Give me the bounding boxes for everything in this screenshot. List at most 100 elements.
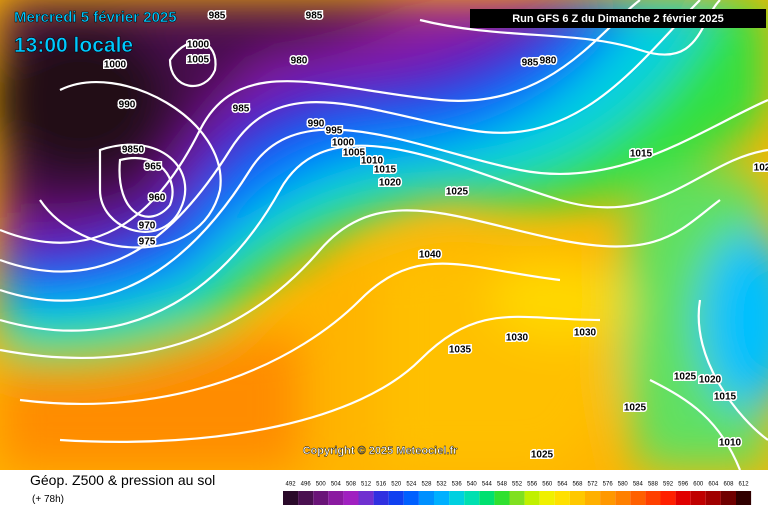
isobar-label: 1025 [624, 403, 647, 414]
date: Mercredi 5 février 2025 [14, 9, 177, 26]
isobar-label: 1025 [446, 187, 469, 198]
isobar-label: 1015 [714, 392, 737, 403]
isobar-label: 1005 [187, 55, 210, 66]
isobar-label: 1020 [379, 178, 402, 189]
scale-label: 516 [376, 482, 387, 488]
scale-label: 552 [512, 482, 523, 488]
isobar-label: 1000 [332, 138, 355, 149]
scale-label: 520 [391, 482, 402, 488]
scale-swatch [569, 491, 585, 505]
isobar-label: 1020 [699, 375, 722, 386]
scale-label: 596 [678, 482, 689, 488]
scale-swatch [600, 491, 616, 505]
scale-label: 580 [618, 482, 629, 488]
scale-swatch [690, 491, 706, 505]
copyright: Copyright © 2025 Meteociel.fr [303, 445, 459, 457]
scale-label: 576 [603, 482, 614, 488]
scale-swatch [479, 491, 495, 505]
scale-swatch [645, 491, 661, 505]
scale-swatch [615, 491, 631, 505]
isobar-label: 965 [145, 162, 162, 173]
scale-swatch [418, 491, 434, 505]
scale-label: 592 [663, 482, 674, 488]
scale-swatch [403, 491, 419, 505]
scale-swatch [388, 491, 404, 505]
scale-swatch [509, 491, 525, 505]
isobar-label: 1025 [674, 372, 697, 383]
run-info: Run GFS 6 Z du Dimanche 2 février 2025 [512, 13, 724, 25]
scale-swatch [494, 491, 510, 505]
scale-label: 548 [497, 482, 508, 488]
isobar-label: 9850 [122, 145, 145, 156]
scale-swatch [554, 491, 570, 505]
scale-swatch [358, 491, 374, 505]
scale-label: 584 [633, 482, 644, 488]
scale-label: 608 [723, 482, 734, 488]
isobar-label: 1030 [506, 333, 529, 344]
scale-label: 568 [572, 482, 583, 488]
footer-title: Géop. Z500 & pression au sol [30, 472, 215, 488]
scale-swatch [328, 491, 344, 505]
isobar-label: 990 [308, 119, 325, 130]
scale-label: 572 [588, 482, 599, 488]
scale-label: 556 [527, 482, 538, 488]
isobar-label: 970 [139, 221, 156, 232]
scale-swatch [298, 491, 314, 505]
scale-label: 600 [693, 482, 704, 488]
scale-label: 524 [406, 482, 417, 488]
isobar-label: 980 [291, 56, 308, 67]
scale-label: 536 [452, 482, 463, 488]
isobar-label: 1000 [187, 40, 210, 51]
scale-swatch [736, 491, 752, 505]
scale-swatch [585, 491, 601, 505]
scale-swatch [660, 491, 676, 505]
scale-swatch [373, 491, 389, 505]
scale-label: 492 [286, 482, 297, 488]
scale-swatch [675, 491, 691, 505]
isobar-label: 990 [119, 100, 136, 111]
scale-swatch [524, 491, 540, 505]
scale-label: 544 [482, 482, 493, 488]
scale-label: 532 [437, 482, 448, 488]
scale-label: 564 [557, 482, 568, 488]
scale-label: 604 [708, 482, 719, 488]
scale-label: 612 [739, 482, 750, 488]
scale-label: 560 [542, 482, 553, 488]
time: 13:00 locale [14, 34, 133, 57]
isobar-label: 1010 [361, 156, 384, 167]
scale-label: 500 [316, 482, 327, 488]
scale-label: 528 [421, 482, 432, 488]
lead-time: (+ 78h) [32, 494, 64, 505]
isobar-label: 1000 [104, 60, 127, 71]
isobar-label: 1030 [574, 328, 597, 339]
scale-swatch [630, 491, 646, 505]
isobar-label: 102 [754, 163, 768, 174]
scale-swatch [434, 491, 450, 505]
scale-label: 540 [467, 482, 478, 488]
run-box [470, 9, 766, 28]
scale-swatch [343, 491, 359, 505]
isobar-label: 960 [149, 193, 166, 204]
scale-swatch [539, 491, 555, 505]
scale-swatch [464, 491, 480, 505]
isobar-label: 1040 [419, 250, 442, 261]
isobar-label: 1005 [343, 148, 366, 159]
color-scale: 492 496 500 504 508 512 516 520 524 528 532 536 540 5… [283, 482, 752, 505]
isobar-label: 985 [306, 11, 323, 22]
isobar-label: 1025 [531, 450, 554, 461]
isobars [0, 0, 768, 470]
isobar-label: 995 [326, 126, 343, 137]
isobar-label: 1035 [449, 345, 472, 356]
isobar-label: 985 [233, 104, 250, 115]
scale-label: 508 [346, 482, 357, 488]
isobar-label: 980 [540, 56, 557, 67]
isobar-label: 985 [209, 11, 226, 22]
scale-label: 512 [361, 482, 372, 488]
isobar-label: 1010 [719, 438, 742, 449]
scale-label: 496 [301, 482, 312, 488]
scale-swatch [313, 491, 329, 505]
scale-swatch [705, 491, 721, 505]
